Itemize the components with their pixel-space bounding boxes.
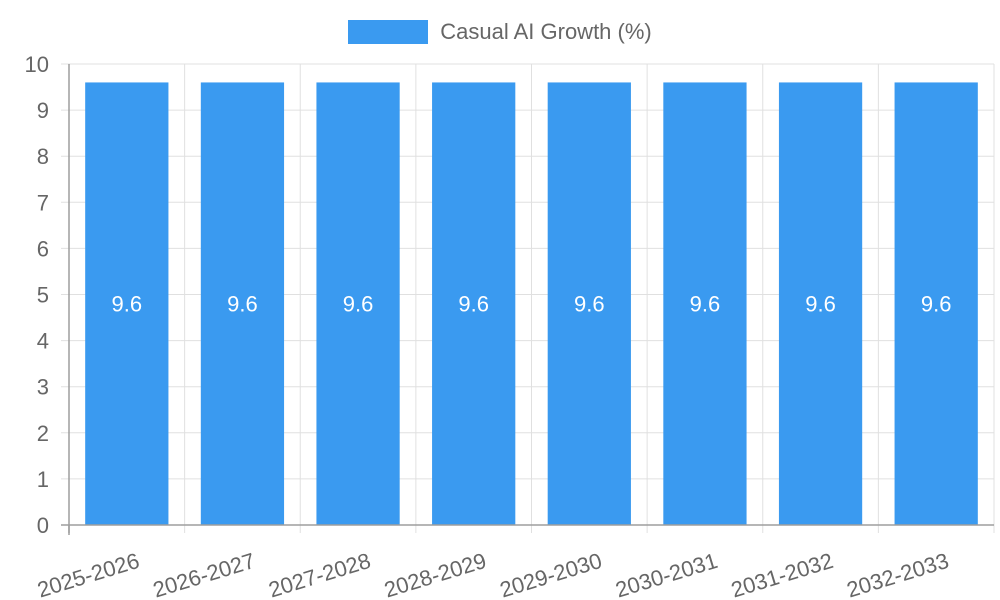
- bar[interactable]: [432, 82, 516, 525]
- bar[interactable]: [85, 82, 169, 525]
- bar-value-label: 9.6: [343, 292, 374, 317]
- y-tick-label: 5: [37, 283, 49, 308]
- x-tick-label: 2032-2033: [844, 548, 952, 600]
- x-tick-label: 2025-2026: [34, 548, 142, 600]
- legend-swatch[interactable]: [348, 20, 429, 44]
- y-tick-label: 2: [37, 421, 49, 446]
- x-tick-label: 2027-2028: [266, 548, 374, 600]
- y-tick-label: 1: [37, 467, 49, 492]
- chart-legend: Casual AI Growth (%): [0, 19, 1000, 45]
- y-axis-ticks: 0 1 2 3 4 5 6 7 8 9 10: [25, 52, 49, 538]
- y-tick-label: 10: [25, 52, 49, 77]
- y-tick-label: 0: [37, 513, 49, 538]
- bar[interactable]: [778, 82, 863, 525]
- bar-value-label: 9.6: [112, 292, 143, 317]
- bars: 9.6 9.6 9.6 9.6 9.6 9.6 9.6 9.6: [85, 82, 978, 525]
- x-tick-label: 2029-2030: [497, 548, 605, 600]
- x-axis-ticks: 2025-2026 2026-2027 2027-2028 2028-2029 2029…: [34, 548, 951, 600]
- bar-value-label: 9.6: [458, 292, 489, 317]
- y-tick-label: 8: [37, 144, 49, 169]
- bar[interactable]: [200, 82, 285, 525]
- x-tick-label: 2031-2032: [728, 548, 836, 600]
- x-tick-label: 2028-2029: [381, 548, 489, 600]
- y-tick-label: 7: [37, 190, 49, 215]
- legend-label[interactable]: Casual AI Growth (%): [440, 19, 652, 44]
- bar[interactable]: [894, 82, 978, 525]
- bar-value-label: 9.6: [690, 292, 721, 317]
- axes: [61, 64, 994, 535]
- bar[interactable]: [663, 82, 747, 525]
- y-tick-label: 3: [37, 375, 49, 400]
- x-tick-label: 2030-2031: [612, 548, 720, 600]
- bar-value-label: 9.6: [921, 292, 952, 317]
- bar-value-label: 9.6: [574, 292, 605, 317]
- x-tick-label: 2026-2027: [150, 548, 258, 600]
- y-tick-label: 4: [37, 329, 49, 354]
- y-tick-label: 6: [37, 236, 49, 261]
- y-tick-label: 9: [37, 98, 49, 123]
- bar-value-label: 9.6: [227, 292, 258, 317]
- bar[interactable]: [547, 82, 631, 525]
- bar[interactable]: [316, 82, 400, 525]
- bar-value-label: 9.6: [805, 292, 836, 317]
